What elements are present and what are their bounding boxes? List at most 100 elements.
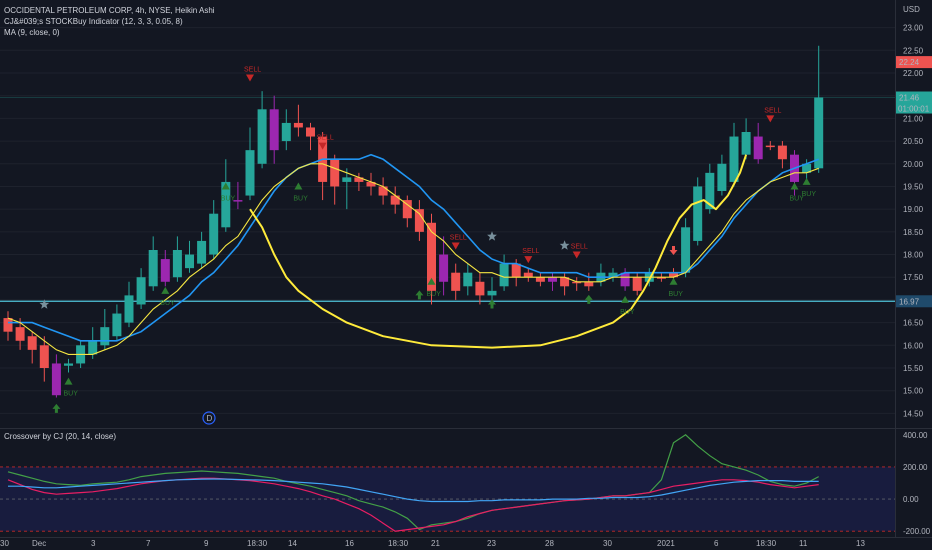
buy-triangle: [802, 177, 811, 185]
candle-body: [535, 277, 545, 282]
buy-triangle: [669, 277, 678, 285]
price-tick-label: 17.50: [903, 273, 924, 282]
candle-body: [705, 172, 715, 210]
last-price-tag-bg: [896, 91, 932, 104]
candle-body: [451, 272, 461, 291]
buy-label: BUY: [160, 300, 175, 307]
candle-body: [463, 272, 473, 287]
buy-label: BUY: [669, 291, 684, 298]
time-tick-label: 18:30: [388, 539, 409, 548]
time-tick-label: 2021: [657, 539, 675, 548]
sell-arrow: [669, 246, 678, 255]
candle-body: [221, 181, 231, 228]
candle-body: [51, 363, 61, 396]
candle-body: [342, 177, 352, 182]
buy-label: BUY: [64, 391, 79, 398]
time-tick-label: 6: [714, 539, 719, 548]
sell-triangle: [524, 256, 533, 264]
indicator-legend[interactable]: CJ&#039;s STOCKBuy Indicator (12, 3, 3, …: [4, 17, 183, 26]
candle-body: [572, 281, 582, 284]
buy-label: BUY: [790, 195, 805, 202]
candle-body: [669, 272, 678, 278]
candle-body: [402, 200, 412, 219]
ma-legend[interactable]: MA (9, close, 0): [4, 28, 60, 37]
time-tick-label: 18:30: [247, 539, 268, 548]
candle-body: [3, 318, 13, 332]
level-price-tag-bg: [896, 295, 932, 308]
dividend-marker-letter: D: [207, 414, 213, 423]
last-price-countdown: 01:00:01: [898, 105, 930, 114]
signal-line: [8, 153, 819, 342]
dividend-marker-icon: [202, 411, 216, 425]
osc-red-line: [7, 477, 819, 532]
buy-label: BUY: [427, 291, 442, 298]
candle-body: [245, 150, 255, 196]
buy-arrow: [52, 403, 61, 413]
buy-triangle: [221, 182, 230, 190]
time-tick-label: 9: [204, 539, 209, 548]
price-tick-label: 23.00: [903, 24, 924, 33]
time-tick-label: 14: [288, 539, 297, 548]
candle-body: [366, 181, 376, 187]
candle-body: [717, 163, 727, 191]
signal-star: [39, 299, 50, 309]
candle-body: [172, 250, 182, 278]
candle-body: [414, 209, 424, 232]
sell-triangle: [246, 74, 254, 82]
candle-body: [390, 195, 400, 205]
time-tick-label: 23: [487, 539, 496, 548]
signal-star: [487, 231, 497, 241]
buy-triangle: [790, 182, 799, 190]
price-tick-label: 15.50: [903, 364, 924, 373]
candle-body: [741, 132, 751, 155]
ma9-line: [7, 163, 819, 355]
candle-body: [330, 159, 340, 187]
buy-arrow: [584, 294, 593, 304]
time-tick-label: Dec: [32, 539, 46, 548]
last-price-tag: 21.46: [899, 94, 920, 103]
time-tick-label: 30: [0, 539, 9, 548]
price-tick-label: 19.50: [903, 182, 924, 191]
time-tick-label: 16: [345, 539, 354, 548]
buy-label: BUY: [802, 191, 817, 198]
price-tick-label: 19.00: [903, 205, 924, 214]
candle-body: [306, 127, 315, 137]
buy-triangle: [621, 295, 630, 303]
time-tick-label: 28: [545, 539, 554, 548]
symbol-legend[interactable]: OCCIDENTAL PETROLEUM CORP, 4h, NYSE, Hei…: [4, 6, 215, 15]
candle-body: [777, 145, 787, 160]
price-tick-label: 18.50: [903, 228, 924, 237]
price-tick-label: 22.50: [903, 46, 924, 55]
price-tick-label: 20.00: [903, 160, 924, 169]
candle-body: [548, 277, 557, 282]
candle-body: [15, 327, 25, 341]
oscillator-title[interactable]: Crossover by CJ (20, 14, close): [4, 432, 117, 441]
sell-triangle: [572, 251, 581, 259]
candle-body: [269, 109, 279, 151]
time-tick-label: 3: [91, 539, 96, 548]
candle-body: [814, 97, 824, 169]
buy-triangle: [64, 377, 73, 385]
sell-triangle: [766, 115, 775, 123]
price-tick-label: 14.50: [903, 409, 924, 418]
candle-body: [136, 277, 146, 305]
candle-body: [293, 122, 303, 128]
osc-green-line: [7, 434, 819, 531]
price-tick-label: 16.00: [903, 341, 924, 350]
candle-body: [693, 186, 703, 241]
candle-body: [765, 145, 775, 148]
price-tick-label: 15.00: [903, 387, 924, 396]
candle-body: [27, 336, 37, 350]
candle-body: [584, 281, 594, 287]
sell-label: SELL: [317, 135, 334, 142]
candle-body: [124, 295, 134, 323]
candle-body: [354, 177, 364, 182]
sell-triangle: [451, 242, 460, 250]
candle-body: [656, 277, 666, 279]
candle-body: [560, 277, 570, 287]
buy-arrow: [488, 299, 496, 309]
candle-body: [100, 327, 110, 346]
time-tick-label: 11: [799, 539, 808, 548]
osc-tick-label: 200.00: [903, 463, 928, 472]
